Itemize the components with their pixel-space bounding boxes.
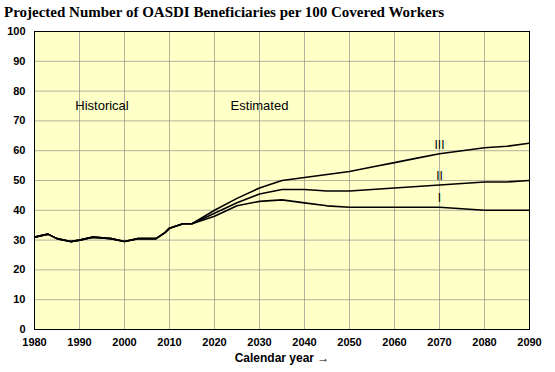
svg-text:2030: 2030 [247, 336, 271, 348]
svg-text:1980: 1980 [22, 336, 46, 348]
svg-text:I: I [438, 191, 441, 205]
svg-text:2000: 2000 [112, 336, 136, 348]
svg-text:Calendar year →: Calendar year → [235, 351, 330, 365]
svg-text:100: 100 [7, 25, 25, 37]
svg-text:2090: 2090 [517, 336, 541, 348]
svg-text:2060: 2060 [382, 336, 406, 348]
svg-text:III: III [434, 138, 444, 152]
svg-text:60: 60 [13, 144, 25, 156]
svg-text:70: 70 [13, 114, 25, 126]
svg-text:2050: 2050 [337, 336, 361, 348]
svg-text:0: 0 [19, 323, 25, 335]
svg-text:2010: 2010 [157, 336, 181, 348]
svg-text:2080: 2080 [472, 336, 496, 348]
svg-text:20: 20 [13, 263, 25, 275]
svg-text:II: II [436, 169, 443, 183]
svg-text:50: 50 [13, 174, 25, 186]
svg-text:40: 40 [13, 204, 25, 216]
svg-text:10: 10 [13, 293, 25, 305]
svg-text:30: 30 [13, 234, 25, 246]
svg-text:2040: 2040 [292, 336, 316, 348]
svg-text:90: 90 [13, 55, 25, 67]
svg-text:2070: 2070 [427, 336, 451, 348]
svg-text:Estimated: Estimated [231, 98, 289, 113]
svg-text:1990: 1990 [67, 336, 91, 348]
svg-text:Historical: Historical [75, 98, 129, 113]
svg-text:80: 80 [13, 85, 25, 97]
html-text:Projected Number of OASDI Bene: Projected Number of OASDI Beneficiaries … [4, 4, 445, 20]
svg-text:2020: 2020 [202, 336, 226, 348]
